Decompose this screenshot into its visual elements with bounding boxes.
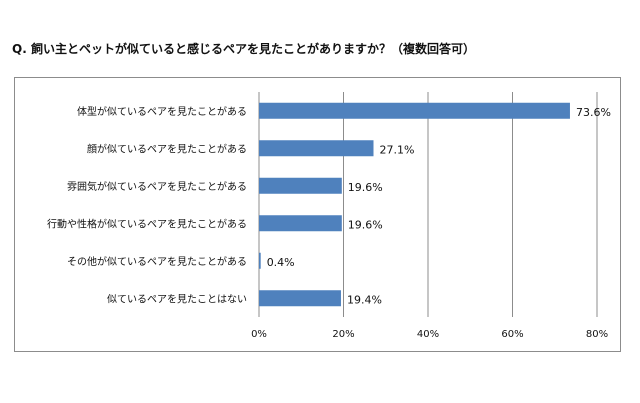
chart-frame [14, 77, 621, 352]
category-label: 行動や性格が似ているペアを見たことがある [47, 217, 247, 230]
category-label: 似ているペアを見たことはない [107, 293, 247, 305]
category-label: 体型が似ているペアを見たことがある [77, 105, 247, 118]
bar [259, 290, 341, 307]
bar [259, 215, 342, 232]
x-tick-label: 40% [417, 329, 439, 340]
data-label: 19.6% [348, 218, 383, 231]
data-label: 19.6% [348, 181, 383, 194]
bar [259, 177, 342, 194]
category-label: 顔が似ているペアを見たことがある [87, 142, 247, 155]
x-tick-label: 0% [251, 329, 267, 340]
data-label: 73.6% [576, 106, 611, 119]
bar [259, 140, 374, 157]
category-label: その他が似ているペアを見たことがある [67, 255, 247, 268]
data-label: 27.1% [379, 143, 414, 156]
question-title: Q. 飼い主とペットが似ていると感じるペアを見たことがありますか？（複数回答可） [12, 42, 475, 56]
category-label: 雰囲気が似ているペアを見たことがある [67, 180, 247, 193]
bar [259, 252, 261, 269]
data-label: 19.4% [347, 293, 382, 306]
x-tick-label: 80% [586, 329, 608, 340]
x-tick-label: 60% [501, 329, 523, 340]
data-label: 0.4% [267, 256, 295, 269]
bar [259, 102, 570, 119]
x-tick-label: 20% [332, 329, 354, 340]
